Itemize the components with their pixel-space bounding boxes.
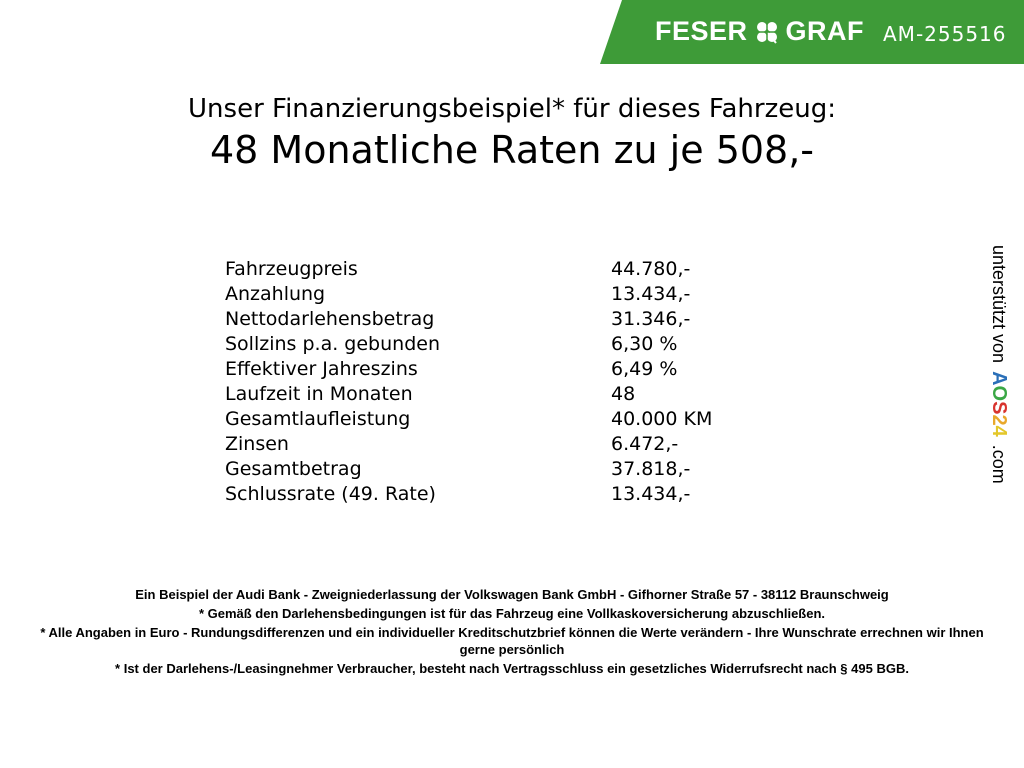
row-label: Gesamtbetrag [225,458,362,480]
footer-line: * Ist der Darlehens-/Leasingnehmer Verbr… [115,661,909,676]
table-row: Gesamtbetrag 37.818,- [225,457,712,482]
footer-disclaimer: Ein Beispiel der Audi Bank - Zweignieder… [40,586,984,679]
supported-by-suffix: .com [989,444,1009,484]
footer-line: * Alle Angaben in Euro - Rundungsdiffere… [40,625,984,657]
row-value: 31.346,- [611,308,691,330]
table-row: Gesamtlaufleistung 40.000 KM [225,407,712,432]
row-value: 13.434,- [611,483,691,505]
footer-line: * Gemäß den Darlehensbedingungen ist für… [198,606,826,621]
row-label: Fahrzeugpreis [225,258,358,280]
table-row: Anzahlung 13.434,- [225,282,712,307]
brand-logo: FESER GRAF [655,16,864,47]
row-value: 13.434,- [611,283,691,305]
row-value: 6,30 % [611,333,678,355]
vehicle-code: AM-255516 [883,22,1007,46]
brand-banner [600,0,1024,64]
supported-by: unterstützt von AOS24 .com [987,245,1010,484]
table-row: Laufzeit in Monaten 48 [225,382,712,407]
table-row: Schlussrate (49. Rate) 13.434,- [225,482,712,507]
table-row: Effektiver Jahreszins 6,49 % [225,357,712,382]
table-row: Zinsen 6.472,- [225,432,712,457]
table-row: Nettodarlehensbetrag 31.346,- [225,307,712,332]
table-row: Fahrzeugpreis 44.780,- [225,257,712,282]
row-label: Sollzins p.a. gebunden [225,333,440,355]
row-value: 6,49 % [611,358,678,380]
footer-line: Ein Beispiel der Audi Bank - Zweignieder… [135,587,889,602]
row-label: Laufzeit in Monaten [225,383,413,405]
title-line1: Unser Finanzierungsbeispiel* für dieses … [188,94,836,124]
brand-left: FESER [655,16,748,46]
supported-by-text: unterstützt von [989,245,1009,364]
row-label: Anzahlung [225,283,326,305]
row-label: Gesamtlaufleistung [225,408,411,430]
row-label: Nettodarlehensbetrag [225,308,435,330]
row-value: 6.472,- [611,433,679,455]
row-value: 44.780,- [611,258,691,280]
financing-table: Fahrzeugpreis 44.780,- Anzahlung 13.434,- Ne… [225,257,712,507]
row-value: 40.000 KM [611,408,713,430]
row-label: Zinsen [225,433,289,455]
aos24-logo: AOS24 [988,371,1010,437]
table-row: Sollzins p.a. gebunden 6,30 % [225,332,712,357]
title-line2: 48 Monatliche Raten zu je 508,- [209,128,815,172]
row-label: Schlussrate (49. Rate) [225,483,436,505]
row-value: 48 [611,383,636,405]
row-value: 37.818,- [611,458,691,480]
clover-icon [756,21,777,44]
brand-right: GRAF [785,16,865,46]
row-label: Effektiver Jahreszins [225,358,418,380]
